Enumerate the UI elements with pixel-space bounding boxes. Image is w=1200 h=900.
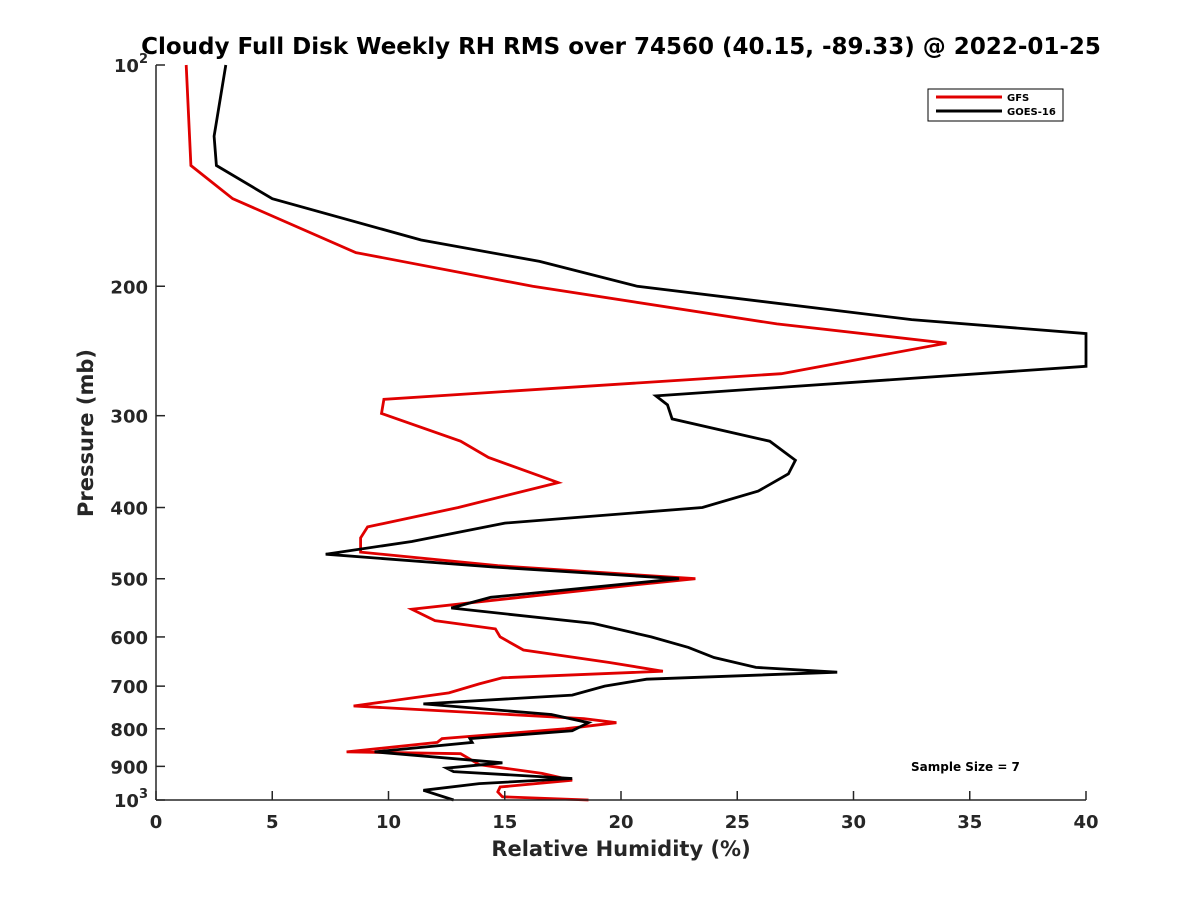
legend-label-gfs: GFS xyxy=(1007,93,1029,104)
series-layer xyxy=(184,64,1088,802)
x-tick-label-2: 10 xyxy=(376,812,401,833)
y-tick-exponent-0: 2 xyxy=(139,52,148,67)
y-tick-base-0: 10 xyxy=(114,56,139,77)
x-ticks: 0 5 10 15 20 25 30 35 40 xyxy=(150,791,1099,833)
series-line-goes-16 xyxy=(212,64,1088,802)
y-tick-base-7: 800 xyxy=(110,720,148,741)
x-tick-label-8: 40 xyxy=(1073,812,1098,833)
y-tick-label-3: 400 xyxy=(110,499,148,520)
x-tick-label-1: 5 xyxy=(266,812,279,833)
legend-box xyxy=(927,88,1064,122)
x-tick-label-4: 20 xyxy=(608,812,633,833)
y-tick-label-5: 600 xyxy=(110,628,148,649)
y-tick-exponent-9: 3 xyxy=(139,787,148,802)
y-tick-base-2: 300 xyxy=(110,407,148,428)
y-tick-label-9: 103 xyxy=(114,787,148,812)
y-tick-label-2: 300 xyxy=(110,407,148,428)
y-tick-base-3: 400 xyxy=(110,499,148,520)
y-tick-base-6: 700 xyxy=(110,677,148,698)
legend-label-goes16: GOES-16 xyxy=(1007,107,1056,118)
x-tick-label-0: 0 xyxy=(150,812,163,833)
plot-background xyxy=(156,65,1086,800)
y-tick-label-7: 800 xyxy=(110,720,148,741)
chart-title: Cloudy Full Disk Weekly RH RMS over 7456… xyxy=(141,34,1101,60)
y-tick-base-9: 10 xyxy=(114,791,139,812)
x-tick-label-3: 15 xyxy=(492,812,517,833)
x-axis-title: Relative Humidity (%) xyxy=(491,837,750,861)
series-line-gfs xyxy=(184,64,947,802)
x-tick-label-6: 30 xyxy=(841,812,866,833)
x-tick-label-7: 35 xyxy=(957,812,982,833)
y-tick-label-4: 500 xyxy=(110,570,148,591)
y-tick-base-5: 600 xyxy=(110,628,148,649)
y-tick-base-4: 500 xyxy=(110,570,148,591)
x-tick-label-5: 25 xyxy=(725,812,750,833)
legend: GFS GOES-16 xyxy=(927,88,1064,122)
sample-size-annotation: Sample Size = 7 xyxy=(911,760,1020,774)
y-axis-title: Pressure (mb) xyxy=(74,349,98,517)
y-tick-label-6: 700 xyxy=(110,677,148,698)
y-tick-base-1: 200 xyxy=(110,277,148,298)
y-tick-label-1: 200 xyxy=(110,277,148,298)
y-tick-label-8: 900 xyxy=(110,757,148,778)
y-tick-label-0: 102 xyxy=(114,52,148,77)
y-tick-base-8: 900 xyxy=(110,757,148,778)
